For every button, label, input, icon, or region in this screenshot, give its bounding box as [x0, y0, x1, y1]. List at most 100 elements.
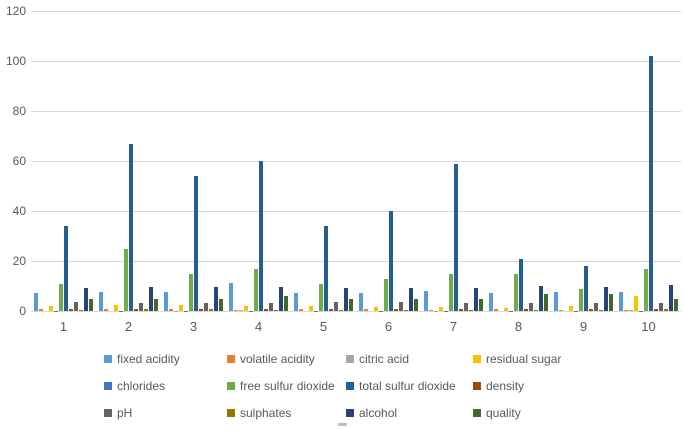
bar — [214, 286, 218, 311]
bar — [124, 248, 128, 311]
x-tick-label: 3 — [189, 319, 198, 334]
bar — [34, 292, 38, 311]
bar — [439, 307, 443, 311]
bar — [664, 309, 668, 311]
bar — [374, 306, 378, 311]
bar — [139, 303, 143, 311]
bar — [424, 291, 428, 311]
bar — [309, 306, 313, 311]
bar — [199, 308, 203, 311]
bar — [559, 309, 563, 311]
legend-swatch-icon — [346, 382, 354, 390]
x-tick-label: 10 — [641, 319, 656, 334]
bar — [149, 286, 153, 311]
legend-swatch-icon — [473, 355, 481, 363]
bar — [414, 298, 418, 311]
bar-group — [161, 11, 226, 311]
bar-group — [551, 11, 616, 311]
bar — [584, 266, 588, 311]
legend-item: pH — [104, 406, 132, 420]
bar — [644, 268, 648, 311]
legend-swatch-icon — [346, 355, 354, 363]
bar-group — [31, 11, 96, 311]
gridline — [31, 111, 681, 112]
bar — [674, 298, 678, 311]
bar — [84, 287, 88, 311]
y-tick-label: 60 — [12, 154, 26, 168]
bar — [599, 309, 603, 311]
legend-swatch-icon — [227, 382, 235, 390]
bar — [324, 226, 328, 311]
bar — [604, 287, 608, 311]
legend-swatch-icon — [104, 382, 112, 390]
bar — [659, 302, 663, 311]
bar — [259, 161, 263, 311]
bar — [594, 302, 598, 311]
bar — [39, 309, 43, 311]
bar — [514, 273, 518, 311]
bar — [569, 306, 573, 311]
bar — [344, 287, 348, 311]
legend-item: sulphates — [227, 406, 291, 420]
bar — [209, 309, 213, 311]
bar — [284, 296, 288, 311]
y-tick-label: 80 — [12, 104, 26, 118]
legend-label: alcohol — [359, 406, 398, 420]
bar — [464, 302, 468, 311]
bar — [474, 287, 478, 311]
bar — [49, 306, 53, 311]
bar — [269, 303, 273, 311]
bar — [409, 287, 413, 311]
bar — [529, 302, 533, 311]
bar — [534, 309, 538, 311]
bar — [654, 308, 658, 311]
legend-item: alcohol — [346, 406, 397, 420]
bar — [129, 143, 133, 311]
y-tick-label: 40 — [12, 204, 26, 218]
bar-group — [96, 11, 161, 311]
bar — [169, 309, 173, 311]
legend-label: density — [486, 379, 525, 393]
legend-label: citric acid — [359, 352, 410, 366]
x-tick-label: 8 — [514, 319, 523, 334]
bar — [254, 268, 258, 311]
legend-label: residual sugar — [486, 352, 562, 366]
bar — [59, 283, 63, 311]
bar — [144, 309, 148, 311]
legend-swatch-icon — [473, 409, 481, 417]
bar-group — [616, 11, 681, 311]
legend-item: chlorides — [104, 379, 165, 393]
bar — [349, 298, 353, 311]
bar — [389, 211, 393, 311]
x-axis: 1 2 3 4 5 6 7 8 9 10 — [31, 312, 681, 336]
bar — [329, 308, 333, 311]
bar — [364, 309, 368, 311]
legend-swatch-icon — [104, 355, 112, 363]
plot-area — [31, 11, 681, 312]
bar-group — [226, 11, 291, 311]
bar-groups — [31, 11, 681, 311]
bar-group — [486, 11, 551, 311]
gridline — [31, 61, 681, 62]
x-tick-label: 1 — [59, 319, 68, 334]
bar — [459, 308, 463, 311]
bar-group — [291, 11, 356, 311]
legend-label: chlorides — [117, 379, 166, 393]
bar — [274, 309, 278, 311]
bar — [164, 291, 168, 311]
bar — [634, 295, 638, 311]
bar — [399, 302, 403, 311]
legend-item: quality — [473, 406, 521, 420]
legend-label: pH — [117, 406, 133, 420]
bar — [189, 273, 193, 311]
bar — [339, 309, 343, 311]
bar — [294, 292, 298, 311]
legend-label: total sulfur dioxide — [359, 379, 456, 393]
bar — [479, 298, 483, 311]
x-tick-label: 7 — [449, 319, 458, 334]
bar — [334, 302, 338, 311]
bar — [524, 308, 528, 311]
y-tick-label: 20 — [12, 254, 26, 268]
bar — [89, 298, 93, 311]
